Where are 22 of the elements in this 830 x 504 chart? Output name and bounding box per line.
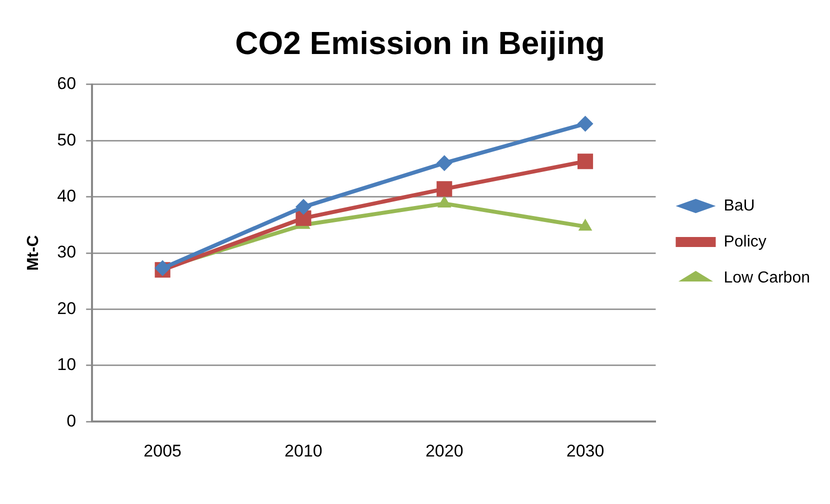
point (577, 154, 594, 170)
point (436, 181, 452, 197)
chart-title: CO2 Emission in Beijing (235, 25, 605, 62)
legend-label: Policy (724, 233, 766, 250)
y-tick-label: 10 (57, 355, 76, 374)
legend-label: BaU (724, 197, 755, 214)
y-tick-label: 60 (57, 74, 76, 94)
y-axis-title: Mt-C (25, 234, 42, 271)
x-tick-label: 2010 (284, 441, 322, 460)
legend-label: Low Carbon (724, 269, 810, 286)
y-tick-label: 50 (57, 130, 76, 150)
point (295, 198, 312, 215)
x-tick-label: 2020 (425, 441, 464, 460)
y-tick-label: 30 (57, 242, 76, 262)
y-tick-label: 40 (57, 186, 76, 206)
y-tick-label: 20 (57, 298, 76, 318)
x-tick-label: 2030 (566, 441, 604, 460)
point (296, 210, 312, 226)
point (577, 116, 594, 132)
x-tick-label: 2005 (144, 441, 182, 460)
y-tick-label: 0 (66, 411, 76, 430)
point (436, 155, 452, 172)
